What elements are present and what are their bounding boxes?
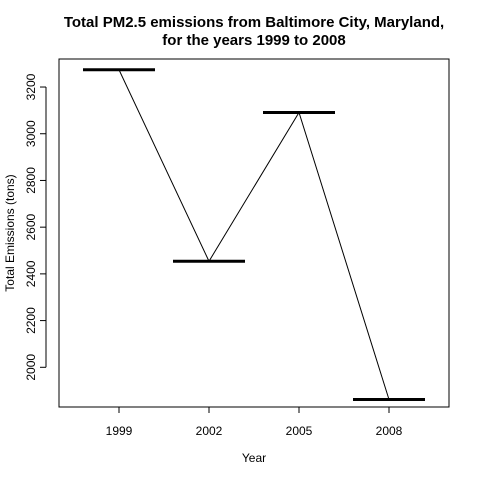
y-axis: 2000 2200 2400 2600 2800 3000 3200: [24, 73, 47, 381]
x-tick-label: 2002: [196, 424, 223, 438]
y-tick-label: 2400: [24, 260, 38, 287]
x-tick-label: 2008: [376, 424, 403, 438]
y-tick-label: 2000: [24, 354, 38, 381]
x-tick-label: 2005: [286, 424, 313, 438]
y-tick-label: 2600: [24, 213, 38, 240]
x-tick-label: 1999: [106, 424, 133, 438]
y-tick-label: 2200: [24, 307, 38, 334]
chart-subtitle: for the years 1999 to 2008: [162, 32, 345, 49]
y-tick-label: 3200: [24, 73, 38, 100]
x-axis: 1999 2002 2005 2008: [106, 406, 403, 438]
plot-frame: [58, 58, 450, 408]
x-axis-label: Year: [242, 451, 266, 465]
series-line: [118, 69, 390, 400]
y-tick-label: 3000: [24, 120, 38, 147]
series-group: [83, 68, 425, 402]
chart-title: Total PM2.5 emissions from Baltimore Cit…: [64, 14, 444, 31]
y-tick-label: 2800: [24, 167, 38, 194]
y-axis-label: Total Emissions (tons): [3, 174, 17, 291]
